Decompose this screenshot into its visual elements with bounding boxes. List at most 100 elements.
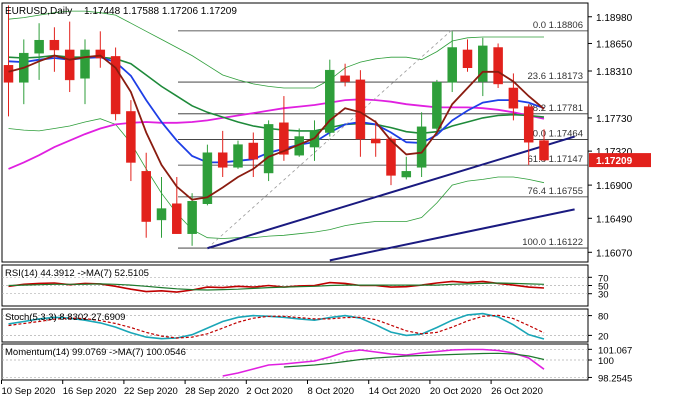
fib-level-label: 23.6 1.18173 [528, 71, 583, 82]
bollinger-lower-line [8, 118, 545, 239]
candle [386, 136, 396, 186]
x-axis: 10 Sep 2020 16 Sep 2020 22 Sep 2020 28 Sep … [1, 380, 543, 397]
candle [355, 70, 366, 157]
candle [401, 156, 412, 180]
candle-body [508, 87, 519, 109]
x-tick-label: 16 Sep 2020 [63, 386, 117, 397]
stoch-series-line [8, 312, 545, 340]
candle [478, 37, 488, 97]
momentum-title: Momentum(14) 99.0769 ->MA(7) 100.0546 [5, 347, 186, 358]
fib-diagonal-line [207, 29, 453, 249]
momentum-tick-label: 100 [598, 356, 614, 367]
candle-body [202, 152, 213, 204]
candle-body [263, 124, 274, 174]
momentum-tick-label: 101.067 [598, 345, 632, 356]
candle [3, 5, 14, 117]
candle-body [447, 47, 457, 83]
candle-body [401, 171, 412, 178]
stoch-panel: 80 20 Stoch(5,3,3) 8.8302 27.6909 [2, 312, 609, 342]
fib-level-label: 76.4 1.16755 [528, 186, 583, 197]
candle-body [126, 111, 136, 163]
last-price-label: 1.17209 [596, 156, 633, 167]
candle [340, 63, 350, 87]
rsi-tick-label: 50 [598, 282, 609, 293]
candle-body [34, 39, 44, 54]
y-tick-label: 1.16070 [596, 248, 633, 259]
candle [156, 177, 167, 238]
candle [370, 120, 381, 157]
stoch-tick-label: 80 [598, 312, 609, 323]
fib-level-label: 0.0 1.18806 [533, 20, 583, 31]
candle-body [279, 122, 289, 155]
candle-body [462, 49, 473, 68]
candle [447, 31, 457, 93]
candle [95, 31, 106, 68]
candle-body [156, 208, 167, 221]
candle [523, 104, 534, 165]
candle-body [172, 203, 182, 234]
stoch-series-line [8, 314, 545, 339]
candle-body [3, 65, 14, 83]
candle [462, 39, 473, 72]
fib-level-label: 100.0 1.16122 [522, 237, 583, 248]
candle-body [539, 140, 549, 161]
candle [432, 79, 442, 135]
panel-frame-main [1, 2, 589, 263]
momentum-series-line [222, 348, 545, 377]
bollinger-upper-line [8, 10, 544, 89]
candle-body [325, 69, 335, 133]
ohlc-readout: 1.17448 1.17588 1.17206 1.17209 [84, 6, 237, 17]
rsi-series-line [8, 282, 545, 291]
candle-body [95, 49, 106, 59]
candle [539, 129, 549, 161]
x-tick-label: 20 Oct 2020 [430, 386, 482, 397]
candle-body [355, 79, 366, 140]
ma-magenta-line [8, 98, 545, 170]
price-panel: 0.0 1.18806 23.6 1.18173 38.2 1.17781 50.0 … [3, 5, 651, 262]
symbol-title: EURUSD,Daily [5, 6, 72, 17]
candle-body [523, 106, 534, 143]
x-tick-label: 8 Oct 2020 [308, 386, 354, 397]
x-tick-label: 2 Oct 2020 [246, 386, 292, 397]
y-tick-label: 1.16490 [596, 214, 633, 225]
x-tick-label: 26 Oct 2020 [491, 386, 543, 397]
candle-body [64, 49, 75, 81]
y-tick-label: 1.18650 [596, 39, 633, 50]
candle [217, 130, 228, 178]
candle [202, 144, 213, 206]
candle-body [493, 47, 503, 85]
candle [49, 27, 60, 72]
ma-fast-line [8, 54, 545, 201]
candle-body [110, 56, 121, 115]
candle [80, 39, 90, 105]
y-tick-label: 1.18980 [596, 13, 633, 24]
fib-level-label: 50.0 1.17464 [528, 128, 583, 139]
x-tick-label: 28 Sep 2020 [185, 386, 239, 397]
rsi-title: RSI(14) 44.3912 ->MA(7) 52.5105 [5, 268, 149, 279]
candle [141, 152, 151, 238]
trendline-upper [207, 135, 575, 250]
rsi-tick-label: 30 [598, 290, 609, 301]
candle-body [217, 152, 228, 168]
candle [126, 100, 136, 182]
candle [34, 23, 44, 80]
last-price-tag [589, 153, 651, 168]
candle-body [432, 82, 442, 129]
x-tick-label: 22 Sep 2020 [124, 386, 178, 397]
candle-body [80, 49, 90, 79]
candle [233, 140, 243, 169]
candle [263, 120, 274, 182]
candle [493, 43, 503, 88]
candle-body [248, 142, 259, 160]
fib-level-label: 38.2 1.17781 [528, 103, 583, 114]
candle [64, 21, 75, 93]
candle-body [370, 138, 381, 144]
candle-body [340, 75, 350, 82]
x-tick-label: 10 Sep 2020 [2, 386, 56, 397]
candle-body [233, 144, 243, 168]
rsi-tick-label: 70 [598, 273, 609, 284]
